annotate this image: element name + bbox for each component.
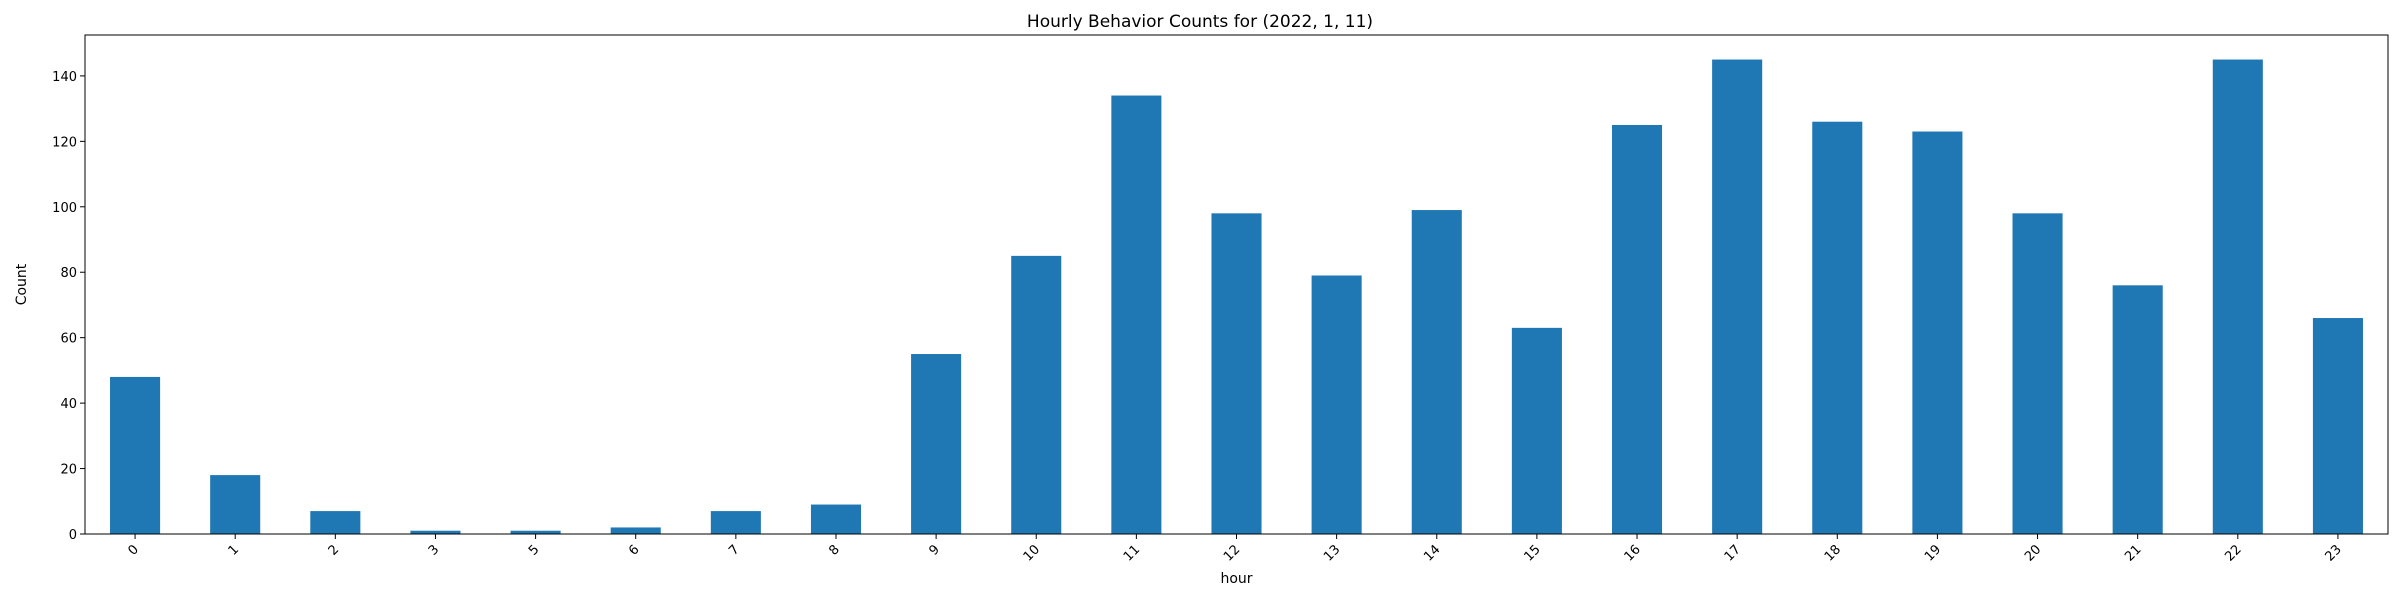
bar-hour-11 <box>1111 95 1162 534</box>
bar-hour-3 <box>410 530 461 534</box>
x-tick-label: 18 <box>1822 542 1844 564</box>
bar-hour-8 <box>810 504 862 534</box>
y-tick-label: 40 <box>60 397 77 412</box>
y-tick-label: 140 <box>52 70 77 85</box>
bar-hour-0 <box>110 376 161 534</box>
bar-hour-7 <box>710 511 761 534</box>
bar-hour-10 <box>1011 255 1062 535</box>
bar-hour-2 <box>310 511 361 534</box>
bar-hour-13 <box>1311 275 1362 534</box>
x-axis: 0 1 2 3 5 6 7 8 9 10 11 12 13 14 15 16 17 18 19 20 21 22 23 <box>125 534 2345 565</box>
y-tick-label: 60 <box>60 332 77 347</box>
bar-hour-23 <box>2312 318 2363 534</box>
x-tick-label: 10 <box>1021 542 1043 564</box>
x-tick-label: 12 <box>1221 542 1243 564</box>
x-tick-label: 15 <box>1521 542 1543 564</box>
x-tick-label: 16 <box>1622 542 1644 564</box>
bar-hour-21 <box>2112 285 2163 534</box>
bar-hour-19 <box>1912 131 1963 534</box>
bar-hour-15 <box>1511 327 1562 534</box>
bar-hour-14 <box>1411 210 1462 534</box>
bar-hour-17 <box>1712 59 1763 534</box>
x-tick-label: 7 <box>726 542 742 558</box>
bar-hour-5 <box>510 530 561 534</box>
x-tick-label: 23 <box>2322 542 2344 564</box>
x-tick-label: 3 <box>426 542 442 558</box>
y-tick-label: 100 <box>52 201 77 216</box>
y-tick-label: 120 <box>52 135 77 150</box>
x-tick-label: 2 <box>326 542 342 558</box>
bar-hour-20 <box>2012 213 2063 534</box>
x-tick-label: 5 <box>526 542 542 558</box>
bar-hour-1 <box>210 475 261 534</box>
x-tick-label: 13 <box>1321 542 1343 564</box>
x-tick-label: 9 <box>926 542 942 558</box>
x-tick-label: 21 <box>2122 542 2144 564</box>
bar-hour-18 <box>1812 121 1863 534</box>
y-tick-label: 80 <box>60 266 77 281</box>
chart-title: Hourly Behavior Counts for (2022, 1, 11) <box>1027 12 1373 32</box>
bar-hour-6 <box>610 527 661 534</box>
x-tick-label: 8 <box>826 542 842 558</box>
bar-hour-12 <box>1211 213 1262 534</box>
bar-hour-9 <box>911 354 962 534</box>
x-tick-label: 17 <box>1722 542 1744 564</box>
y-tick-label: 0 <box>69 528 77 543</box>
x-tick-label: 19 <box>1922 542 1944 564</box>
x-tick-label: 14 <box>1421 542 1443 564</box>
y-axis-label: Count <box>14 263 30 305</box>
x-axis-label: hour <box>1220 571 1252 587</box>
x-tick-label: 1 <box>226 542 242 558</box>
bar-hour-16 <box>1611 124 1663 534</box>
y-axis: 0 20 40 60 80 100 120 140 <box>52 70 85 543</box>
y-tick-label: 20 <box>60 463 77 478</box>
bar-hour-22 <box>2212 59 2263 534</box>
x-tick-label: 11 <box>1121 542 1143 564</box>
bars-group <box>110 59 2363 535</box>
plot-frame <box>84 34 2389 535</box>
x-tick-label: 22 <box>2222 542 2244 564</box>
x-tick-label: 0 <box>125 542 141 558</box>
x-tick-label: 20 <box>2022 542 2044 564</box>
x-tick-label: 6 <box>626 542 642 558</box>
